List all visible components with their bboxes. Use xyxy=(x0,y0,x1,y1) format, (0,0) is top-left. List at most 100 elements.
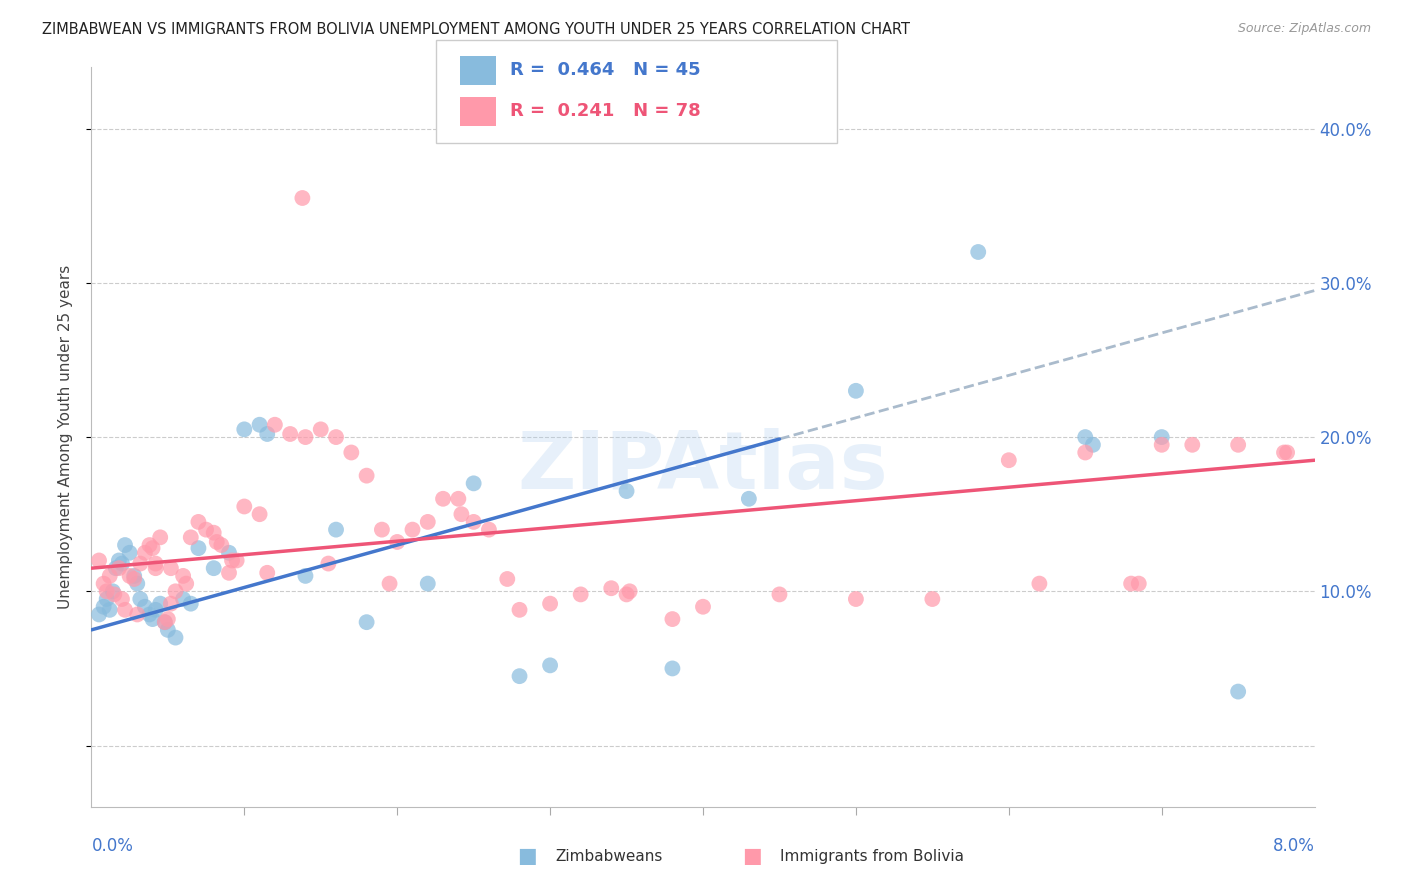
Point xyxy=(264,417,287,432)
Text: ■: ■ xyxy=(742,847,762,866)
Point xyxy=(118,546,141,560)
Point xyxy=(291,191,314,205)
Point xyxy=(998,453,1021,467)
Point xyxy=(221,553,243,567)
Point xyxy=(1028,576,1050,591)
Point xyxy=(172,592,194,607)
Point xyxy=(165,584,187,599)
Point xyxy=(195,523,218,537)
Point xyxy=(1150,430,1173,444)
Text: R =  0.241   N = 78: R = 0.241 N = 78 xyxy=(510,103,702,120)
Point xyxy=(96,584,118,599)
Point xyxy=(156,612,179,626)
Point xyxy=(1074,430,1097,444)
Point xyxy=(145,561,167,575)
Y-axis label: Unemployment Among Youth under 25 years: Unemployment Among Youth under 25 years xyxy=(58,265,73,609)
Point xyxy=(569,587,592,601)
Point xyxy=(278,427,301,442)
Point xyxy=(153,615,176,630)
Text: 0.0%: 0.0% xyxy=(91,837,134,855)
Point xyxy=(496,572,519,586)
Point xyxy=(172,569,194,583)
Point xyxy=(122,572,145,586)
Text: Zimbabweans: Zimbabweans xyxy=(555,849,662,863)
Point xyxy=(1121,576,1143,591)
Point xyxy=(538,658,561,673)
Point xyxy=(738,491,761,506)
Text: 8.0%: 8.0% xyxy=(1272,837,1315,855)
Point xyxy=(509,669,531,683)
Point xyxy=(1128,576,1150,591)
Point xyxy=(1275,445,1298,459)
Point xyxy=(225,553,247,567)
Point xyxy=(1272,445,1295,459)
Point xyxy=(180,530,202,544)
Point xyxy=(661,661,683,675)
Point xyxy=(149,597,172,611)
Point xyxy=(156,623,179,637)
Point xyxy=(416,515,439,529)
Point xyxy=(463,476,485,491)
Point xyxy=(600,581,623,595)
Point xyxy=(845,384,868,398)
Point xyxy=(187,515,209,529)
Point xyxy=(463,515,485,529)
Point xyxy=(249,507,271,521)
Point xyxy=(432,491,454,506)
Point xyxy=(661,612,683,626)
Point xyxy=(141,612,163,626)
Point xyxy=(118,569,141,583)
Point xyxy=(325,430,347,444)
Point xyxy=(122,569,145,583)
Point xyxy=(180,597,202,611)
Point xyxy=(98,603,121,617)
Point xyxy=(256,427,278,442)
Point xyxy=(340,445,363,459)
Point xyxy=(87,607,110,622)
Point xyxy=(256,566,278,580)
Point xyxy=(325,523,347,537)
Point xyxy=(101,584,124,599)
Point xyxy=(616,587,638,601)
Point xyxy=(145,557,167,571)
Point xyxy=(93,599,115,614)
Point xyxy=(318,557,340,571)
Point xyxy=(401,523,423,537)
Point xyxy=(371,523,394,537)
Point xyxy=(1227,684,1250,698)
Point xyxy=(98,569,121,583)
Point xyxy=(967,245,990,260)
Point xyxy=(478,523,501,537)
Text: ■: ■ xyxy=(517,847,537,866)
Point xyxy=(845,592,868,607)
Point xyxy=(129,557,152,571)
Point xyxy=(202,561,225,575)
Point xyxy=(209,538,232,552)
Point xyxy=(114,603,136,617)
Point xyxy=(103,587,125,601)
Point xyxy=(145,603,167,617)
Point xyxy=(294,569,316,583)
Point xyxy=(416,576,439,591)
Point xyxy=(1150,438,1173,452)
Point xyxy=(233,500,256,514)
Point xyxy=(385,535,409,549)
Point xyxy=(111,592,134,607)
Text: ZIMBABWEAN VS IMMIGRANTS FROM BOLIVIA UNEMPLOYMENT AMONG YOUTH UNDER 25 YEARS CO: ZIMBABWEAN VS IMMIGRANTS FROM BOLIVIA UN… xyxy=(42,22,910,37)
Point xyxy=(356,615,378,630)
Point xyxy=(218,546,240,560)
Point xyxy=(768,587,790,601)
Point xyxy=(160,561,183,575)
Point xyxy=(538,597,561,611)
Point xyxy=(129,592,152,607)
Point xyxy=(1181,438,1204,452)
Point xyxy=(96,592,118,607)
Point xyxy=(356,468,378,483)
Point xyxy=(202,525,225,540)
Point xyxy=(294,430,316,444)
Point xyxy=(921,592,943,607)
Point xyxy=(174,576,197,591)
Point xyxy=(141,541,163,556)
Point xyxy=(134,546,156,560)
Point xyxy=(619,584,641,599)
